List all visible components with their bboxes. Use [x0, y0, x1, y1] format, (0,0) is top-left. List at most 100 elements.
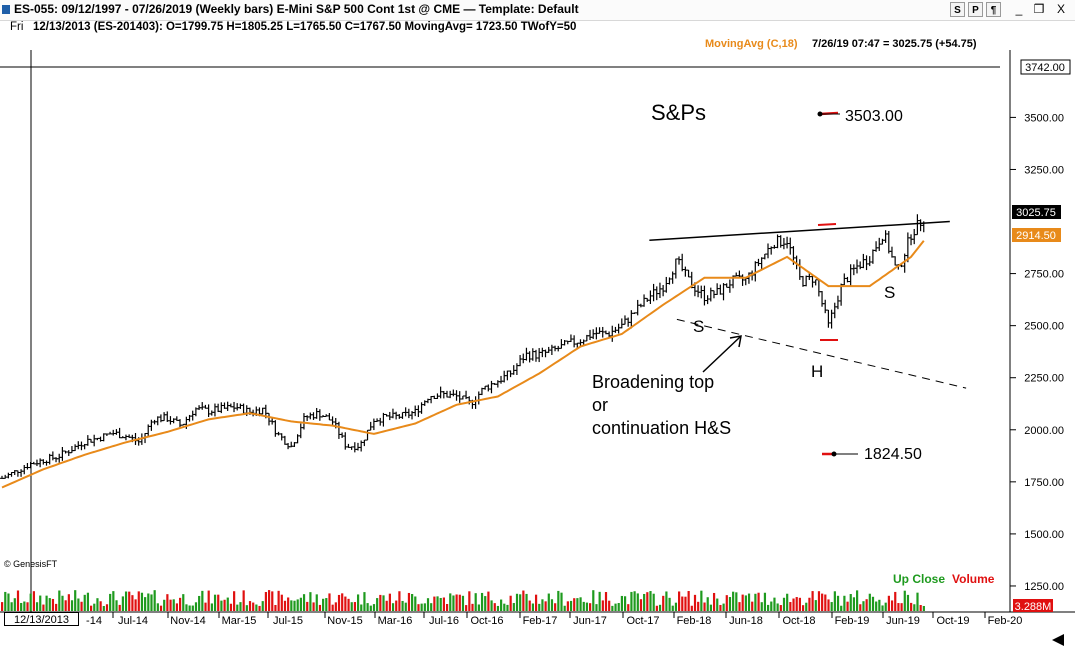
volume-bar: [134, 599, 137, 611]
volume-bar: [344, 596, 347, 611]
volume-bars: [1, 590, 925, 611]
price-bar: [874, 241, 879, 252]
minimize-icon[interactable]: _: [1015, 2, 1023, 16]
volume-bar: [773, 597, 776, 611]
volume-bar: [840, 605, 843, 611]
volume-bar: [414, 596, 417, 611]
volume-bar: [163, 599, 166, 611]
price-bar: [206, 404, 211, 417]
price-bar: [28, 461, 33, 469]
price-bar: [680, 253, 685, 272]
price-bar: [642, 294, 647, 307]
volume-bar: [649, 591, 652, 611]
volume-bar: [700, 590, 703, 611]
price-bar: [670, 271, 675, 284]
price-bar: [355, 442, 360, 451]
volume-bar: [347, 598, 350, 611]
scroll-right-icon[interactable]: [1052, 634, 1064, 646]
price-bar: [60, 446, 65, 461]
price-tick-label: 1500.00: [1024, 529, 1064, 541]
volume-bar: [668, 597, 671, 611]
s-button[interactable]: S: [950, 2, 965, 17]
volume-bar: [58, 590, 61, 611]
price-bar: [177, 419, 182, 428]
volume-bar: [916, 592, 919, 611]
price-bar: [25, 462, 30, 470]
volume-bar: [763, 592, 767, 611]
price-bar: [820, 291, 825, 307]
volume-bar: [48, 598, 51, 611]
price-bar: [305, 415, 310, 421]
volume-bar: [500, 599, 503, 611]
price-bar: [677, 256, 682, 265]
volume-bar: [159, 605, 163, 611]
moving-average-line: [1, 240, 925, 489]
price-bar: [419, 402, 424, 414]
top-price-box: [1020, 59, 1071, 75]
close-icon[interactable]: X: [1056, 2, 1065, 16]
price-bar: [368, 421, 373, 431]
price-bar: [864, 255, 869, 271]
volume-bar: [198, 595, 201, 611]
price-bar: [406, 408, 411, 419]
volume-bar: [153, 590, 156, 611]
price-bar: [85, 435, 90, 446]
volume-bar: [566, 601, 569, 611]
volume-bar: [248, 601, 252, 611]
volume-bar: [658, 604, 662, 611]
price-bar: [762, 253, 767, 260]
price-bar: [699, 285, 704, 299]
volume-bar: [576, 598, 579, 611]
volume-bar: [465, 605, 468, 611]
volume-bar: [363, 592, 366, 611]
price-bar: [766, 243, 771, 259]
last-quote: 7/26/19 07:47 = 3025.75 (+54.75): [812, 38, 977, 50]
volume-bar: [242, 590, 245, 611]
volume-bar: [617, 603, 620, 611]
paragraph-button[interactable]: ¶: [986, 2, 1001, 17]
volume-bar: [442, 597, 446, 611]
volume-bar: [29, 593, 32, 611]
volume-bar: [13, 598, 16, 611]
price-bar: [438, 386, 443, 399]
volume-bar: [913, 604, 916, 611]
price-bar: [724, 283, 729, 288]
volume-bar: [312, 602, 315, 611]
price-bar: [375, 418, 380, 422]
time-tick-label: Jul-14: [118, 615, 148, 627]
pattern-label-line2: or: [592, 395, 608, 415]
volume-bar: [608, 600, 611, 611]
volume-bar: [703, 602, 706, 611]
price-bar: [200, 402, 205, 410]
volume-bar: [693, 594, 697, 611]
volume-bar: [296, 599, 299, 611]
info-values: 12/13/2013 (ES-201403): O=1799.75 H=1805…: [33, 21, 577, 33]
restore-icon[interactable]: ❒: [1033, 2, 1045, 16]
price-bar: [616, 323, 621, 334]
volume-bar: [690, 605, 693, 611]
volume-bar: [538, 603, 541, 611]
volume-bar: [541, 599, 544, 611]
price-bars: [0, 214, 926, 479]
time-tick-label: Oct-16: [470, 615, 503, 627]
price-bar: [444, 390, 449, 398]
price-bar: [403, 407, 408, 417]
price-bar: [441, 390, 446, 399]
price-bar: [537, 348, 542, 363]
price-bar: [429, 395, 434, 404]
price-bar: [362, 439, 367, 447]
price-bar: [524, 347, 529, 361]
volume-bar: [45, 595, 48, 611]
volume-bar: [786, 593, 789, 611]
volume-bar: [401, 600, 404, 611]
time-tick-label: Nov-15: [327, 615, 362, 627]
volume-bar: [767, 604, 770, 611]
volume-bar: [652, 593, 655, 611]
p-button[interactable]: P: [968, 2, 983, 17]
bar-info-strip: Fri 12/13/2013 (ES-201403): O=1799.75 H=…: [0, 21, 1075, 35]
target-low-marker: [822, 451, 858, 457]
price-bar: [842, 273, 847, 286]
volume-bar: [636, 593, 639, 611]
price-bar: [308, 412, 313, 420]
